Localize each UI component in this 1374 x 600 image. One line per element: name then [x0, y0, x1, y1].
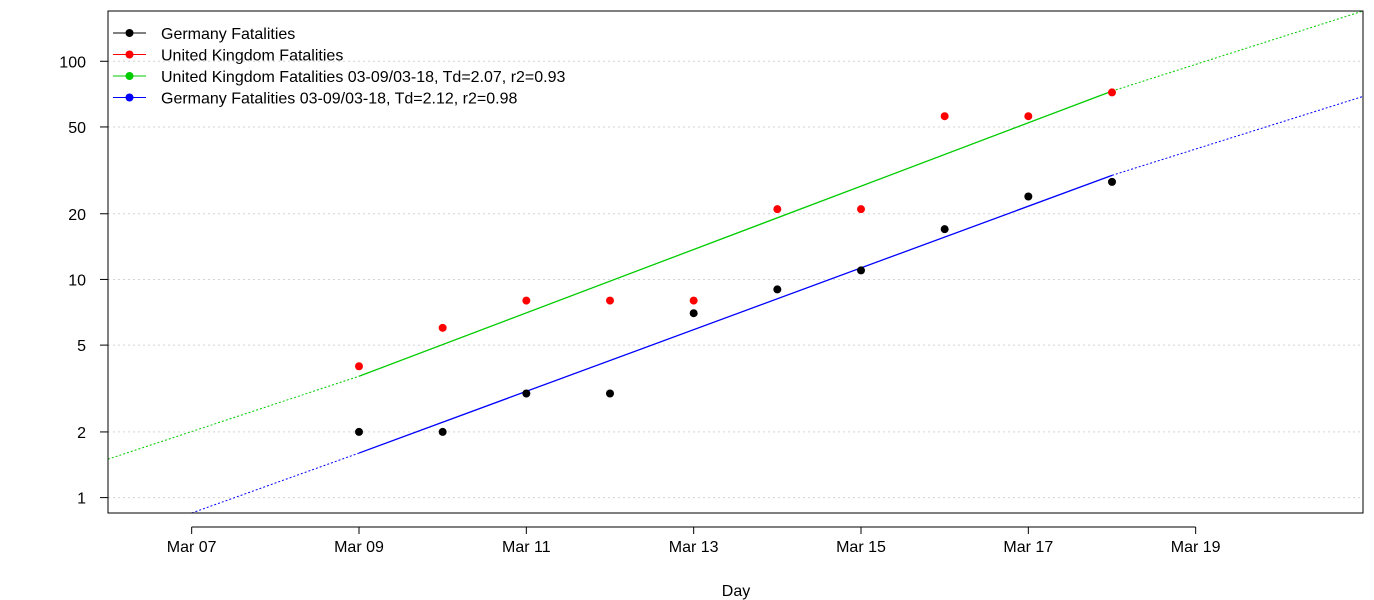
- data-point: [1024, 112, 1033, 121]
- data-points: [355, 88, 1116, 436]
- data-point: [522, 389, 531, 398]
- fit-line: [358, 90, 1113, 377]
- data-point: [940, 112, 949, 121]
- x-tick-label: Mar 17: [1003, 539, 1053, 556]
- legend-label: Germany Fatalities: [161, 26, 295, 43]
- data-point: [773, 205, 782, 214]
- data-point: [438, 323, 447, 332]
- data-point: [355, 362, 363, 371]
- x-tick-label: Mar 07: [167, 539, 217, 556]
- y-tick-label: 5: [77, 338, 86, 355]
- x-tick-label: Mar 09: [334, 539, 384, 556]
- legend-label: United Kingdom Fatalities: [161, 48, 343, 65]
- data-point: [606, 296, 614, 305]
- data-point: [1108, 88, 1116, 97]
- x-tick-label: Mar 15: [836, 539, 886, 556]
- plot-frame: [107, 10, 1364, 514]
- legend-marker: [125, 93, 134, 102]
- x-axis-label: Day: [722, 583, 750, 600]
- data-point: [940, 225, 949, 234]
- data-point: [773, 285, 782, 294]
- fit-line: [358, 174, 1113, 454]
- grid-lines: [108, 60, 1363, 499]
- y-tick-label: 50: [68, 120, 86, 137]
- data-point: [606, 389, 614, 398]
- x-axis: Mar 07 Mar 09 Mar 11 Mar 13 Mar 15 Mar 17 Mar …: [167, 526, 1221, 556]
- data-point: [857, 205, 865, 214]
- data-point: [857, 266, 865, 275]
- legend: Germany Fatalities United Kingdom Fatalit…: [113, 26, 566, 108]
- legend-marker: [125, 29, 134, 37]
- x-tick-label: Mar 19: [1171, 539, 1221, 556]
- data-point: [438, 427, 447, 436]
- y-tick-label: 2: [77, 425, 86, 442]
- fit-line-extension: [1111, 11, 1363, 92]
- fit-lines: [108, 11, 1363, 513]
- data-point: [1108, 177, 1116, 186]
- x-tick-label: Mar 11: [502, 539, 551, 556]
- data-point: [522, 296, 531, 305]
- fit-line-extension: [108, 375, 360, 460]
- y-tick-label: 100: [59, 54, 86, 71]
- fit-line-extension: [1111, 95, 1363, 176]
- data-point: [355, 427, 363, 436]
- legend-label: Germany Fatalities 03-09/03-18, Td=2.12,…: [161, 91, 517, 108]
- legend-label: United Kingdom Fatalities 03-09/03-18, T…: [161, 69, 566, 86]
- y-tick-label: 1: [77, 491, 86, 508]
- y-tick-label: 20: [68, 207, 86, 224]
- y-axis: 1 2 5 10 20 50 100: [59, 54, 108, 508]
- data-point: [689, 296, 698, 305]
- y-tick-label: 10: [68, 272, 86, 289]
- x-tick-label: Mar 13: [669, 539, 719, 556]
- data-point: [689, 309, 698, 318]
- data-point: [1024, 192, 1033, 201]
- legend-marker: [125, 50, 134, 59]
- legend-marker: [125, 72, 134, 80]
- fit-line-extension: [191, 452, 360, 513]
